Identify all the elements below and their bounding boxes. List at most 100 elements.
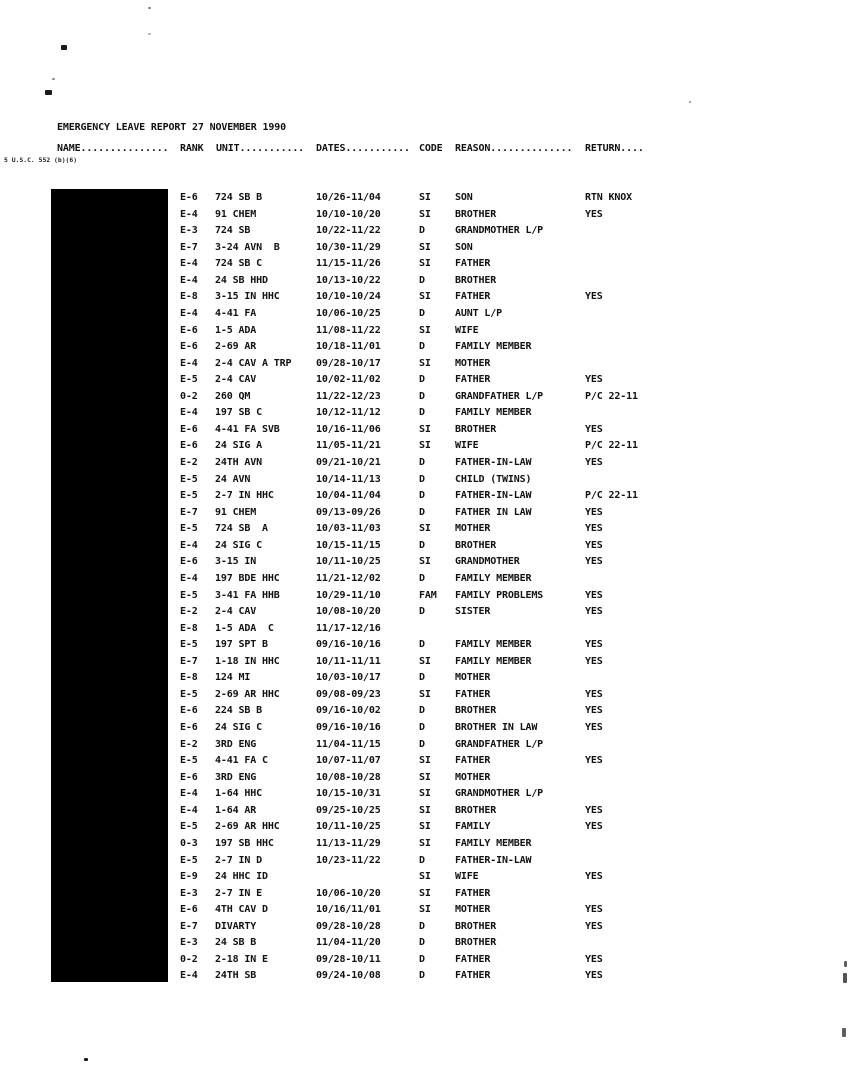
row-cell-rank: E-8 <box>180 672 198 684</box>
row-cell-rank: 0-2 <box>180 390 198 402</box>
row-cell-rank: E-4 <box>180 357 198 369</box>
row-cell-code: SI <box>419 755 431 767</box>
row-cell-reason: FAMILY MEMBER <box>455 655 532 667</box>
row-cell-rank: E-2 <box>180 606 198 618</box>
row-cell-reason: FATHER <box>455 953 491 965</box>
row-cell-code: SI <box>419 523 431 535</box>
row-cell-code: D <box>419 738 425 750</box>
row-cell-ret: P/C 22-11 <box>585 490 638 502</box>
row-cell-ret: YES <box>585 556 603 568</box>
row-cell-rank: E-2 <box>180 457 198 468</box>
row-cell-unit: 2-69 AR HHC <box>215 821 280 833</box>
row-cell-unit: 24 HHC ID <box>215 871 268 883</box>
row-cell-rank: E-6 <box>180 440 198 452</box>
row-cell-ret: YES <box>585 920 603 932</box>
row-cell-rank: E-6 <box>180 324 198 336</box>
row-cell-unit: 91 CHEM <box>215 208 257 220</box>
row-cell-dates: 10/10-10/20 <box>316 208 381 220</box>
row-cell-reason: FATHER <box>455 755 491 767</box>
row-cell-rank: 0-2 <box>180 953 198 965</box>
scan-speck <box>84 1058 88 1061</box>
row-cell-dates: 10/11-10/25 <box>316 556 381 568</box>
row-cell-reason: FATHER <box>455 970 491 982</box>
page-title: EMERGENCY LEAVE REPORT 27 NOVEMBER 1990 <box>57 122 286 133</box>
row-cell-code: SI <box>419 291 431 303</box>
row-cell-code: FAM <box>419 589 437 601</box>
row-cell-dates: 10/30-11/29 <box>316 241 381 253</box>
row-cell-rank: 0-3 <box>180 837 198 849</box>
row-cell-reason: SON <box>455 192 473 203</box>
row-cell-reason: BROTHER <box>455 804 497 816</box>
row-cell-unit: 724 SB B <box>215 192 262 203</box>
row-cell-rank: E-6 <box>180 556 198 568</box>
row-cell-dates: 10/16/11/01 <box>316 904 381 916</box>
table-row: E-6 3-15 IN 10/11-10/25 SI GRANDMOTHER YES <box>0 554 848 571</box>
row-cell-unit: 3-24 AVN B <box>215 241 280 253</box>
table-row: E-5 2-69 AR HHC 09/08-09/23 SI FATHER YES <box>0 687 848 704</box>
table-row: E-5 724 SB A 10/03-11/03 SI MOTHER YES <box>0 521 848 538</box>
row-cell-unit: 24 SB HHD <box>215 274 268 286</box>
scan-speck <box>148 7 151 9</box>
row-cell-rank: E-6 <box>180 771 198 783</box>
row-cell-unit: 3-41 FA HHB <box>215 589 280 601</box>
row-cell-rank: E-5 <box>180 755 198 767</box>
row-cell-code: D <box>419 225 425 237</box>
row-cell-unit: 2-4 CAV <box>215 374 257 386</box>
row-cell-code: SI <box>419 871 431 883</box>
row-cell-dates: 09/16-10/16 <box>316 722 381 733</box>
table-row: E-3 724 SB 10/22-11/22 D GRANDMOTHER L/P <box>0 223 848 240</box>
row-cell-unit: 2-4 CAV <box>215 606 257 618</box>
row-cell-reason: FAMILY MEMBER <box>455 639 532 651</box>
table-row: E-6 3RD ENG 10/08-10/28 SI MOTHER <box>0 770 848 787</box>
table-row: E-4 197 SB C 10/12-11/12 D FAMILY MEMBER <box>0 405 848 422</box>
row-cell-code: SI <box>419 324 431 336</box>
row-cell-dates: 10/12-11/12 <box>316 407 381 419</box>
table-row: E-6 4TH CAV D 10/16/11/01 SI MOTHER YES <box>0 902 848 919</box>
table-row: E-5 197 SPT B 09/16-10/16 D FAMILY MEMBER YES <box>0 637 848 654</box>
row-cell-rank: E-4 <box>180 307 198 319</box>
row-cell-reason: MOTHER <box>455 904 491 916</box>
scan-speck <box>844 961 847 967</box>
row-cell-rank: E-5 <box>180 374 198 386</box>
row-cell-dates: 09/08-09/23 <box>316 688 381 700</box>
row-cell-ret: YES <box>585 722 603 733</box>
row-cell-dates: 11/15-11/26 <box>316 258 381 270</box>
row-cell-reason: GRANDMOTHER L/P <box>455 788 544 800</box>
row-cell-unit: 1-18 IN HHC <box>215 655 280 667</box>
row-cell-reason: BROTHER <box>455 937 497 949</box>
row-cell-unit: 2-7 IN HHC <box>215 490 274 502</box>
row-cell-reason: BROTHER <box>455 705 497 717</box>
row-cell-dates: 09/24-10/08 <box>316 970 381 982</box>
row-cell-rank: E-3 <box>180 937 198 949</box>
row-cell-reason: FATHER-IN-LAW <box>455 490 532 502</box>
row-cell-unit: 1-5 ADA <box>215 324 257 336</box>
row-cell-unit: 3-15 IN <box>215 556 257 568</box>
row-cell-rank: E-6 <box>180 423 198 435</box>
row-cell-rank: E-4 <box>180 539 198 551</box>
row-cell-dates: 10/23-11/22 <box>316 854 381 866</box>
row-cell-reason: FATHER <box>455 688 491 700</box>
row-cell-dates: 09/16-10/02 <box>316 705 381 717</box>
table-row: E-4 1-64 HHC 10/15-10/31 SI GRANDMOTHER L/P <box>0 786 848 803</box>
row-cell-reason: MOTHER <box>455 357 491 369</box>
row-cell-reason: GRANDFATHER L/P <box>455 738 544 750</box>
table-row: E-5 24 AVN 10/14-11/13 D CHILD (TWINS) <box>0 472 848 489</box>
row-cell-code: D <box>419 606 425 618</box>
row-cell-code: SI <box>419 688 431 700</box>
scan-speck <box>45 90 52 95</box>
row-cell-rank: E-3 <box>180 225 198 237</box>
scan-speck <box>842 1028 846 1037</box>
row-cell-rank: E-6 <box>180 705 198 717</box>
row-cell-code: D <box>419 274 425 286</box>
row-cell-unit: 2-69 AR <box>215 341 257 353</box>
row-cell-ret: YES <box>585 871 603 883</box>
row-cell-reason: WIFE <box>455 324 479 336</box>
table-row: E-9 24 HHC ID SI WIFE YES <box>0 869 848 886</box>
row-cell-dates: 09/16-10/16 <box>316 639 381 651</box>
table-row: E-4 4-41 FA 10/06-10/25 D AUNT L/P <box>0 306 848 323</box>
row-cell-dates: 09/13-09/26 <box>316 506 381 518</box>
row-cell-reason: BROTHER <box>455 274 497 286</box>
row-cell-dates: 10/10-10/24 <box>316 291 381 303</box>
row-cell-unit: 91 CHEM <box>215 506 257 518</box>
row-cell-code: SI <box>419 357 431 369</box>
